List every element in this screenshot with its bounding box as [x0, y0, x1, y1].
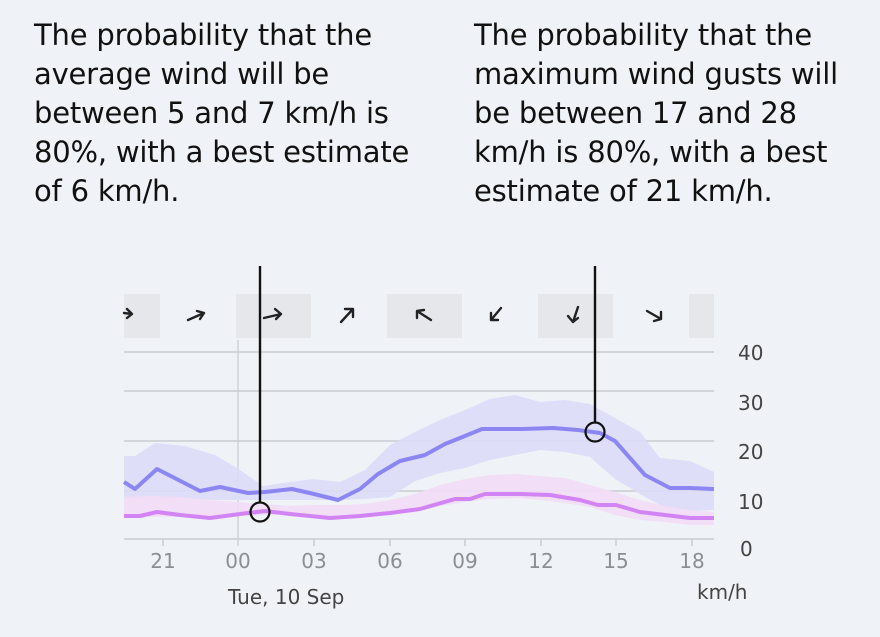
x-axis-labels: 21 00 03 06 09 12 15 18	[150, 549, 704, 573]
annotation-pointer-left	[249, 266, 271, 523]
wind-direction-row	[122, 294, 714, 338]
svg-text:09: 09	[452, 549, 477, 573]
svg-text:40: 40	[738, 341, 763, 365]
arrow-northeast-icon	[339, 307, 355, 324]
arrow-southeast-icon	[645, 309, 663, 323]
unit-label: km/h	[697, 580, 747, 604]
svg-text:10: 10	[738, 490, 763, 514]
annotation-average-wind: The probability that the average wind wi…	[34, 18, 410, 208]
gust-best-estimate-line	[122, 426, 715, 502]
gust-range-band	[124, 395, 714, 511]
svg-text:30: 30	[738, 391, 763, 415]
annotation-wind-gusts: The probability that the maximum wind gu…	[474, 18, 839, 208]
annotation-pointer-right	[584, 266, 606, 443]
svg-text:15: 15	[603, 549, 628, 573]
arrow-east-icon	[262, 307, 283, 321]
svg-text:00: 00	[225, 549, 250, 573]
arrow-south-icon	[566, 305, 580, 324]
arrow-northwest-icon	[415, 308, 433, 322]
wind-best-estimate-line	[124, 492, 714, 520]
svg-text:06: 06	[377, 549, 402, 573]
svg-text:0: 0	[740, 537, 753, 561]
y-axis-labels: 40 30 20 10 0	[738, 341, 763, 561]
x-ticks	[162, 539, 693, 546]
arrow-east-icon	[122, 307, 134, 320]
arrow-southwest-icon	[489, 306, 503, 322]
svg-text:20: 20	[738, 440, 763, 464]
svg-text:03: 03	[301, 549, 326, 573]
svg-text:12: 12	[528, 549, 553, 573]
date-label: Tue, 10 Sep	[227, 585, 344, 609]
svg-text:21: 21	[150, 549, 175, 573]
svg-text:18: 18	[679, 549, 704, 573]
arrow-northeast-icon	[186, 309, 206, 322]
